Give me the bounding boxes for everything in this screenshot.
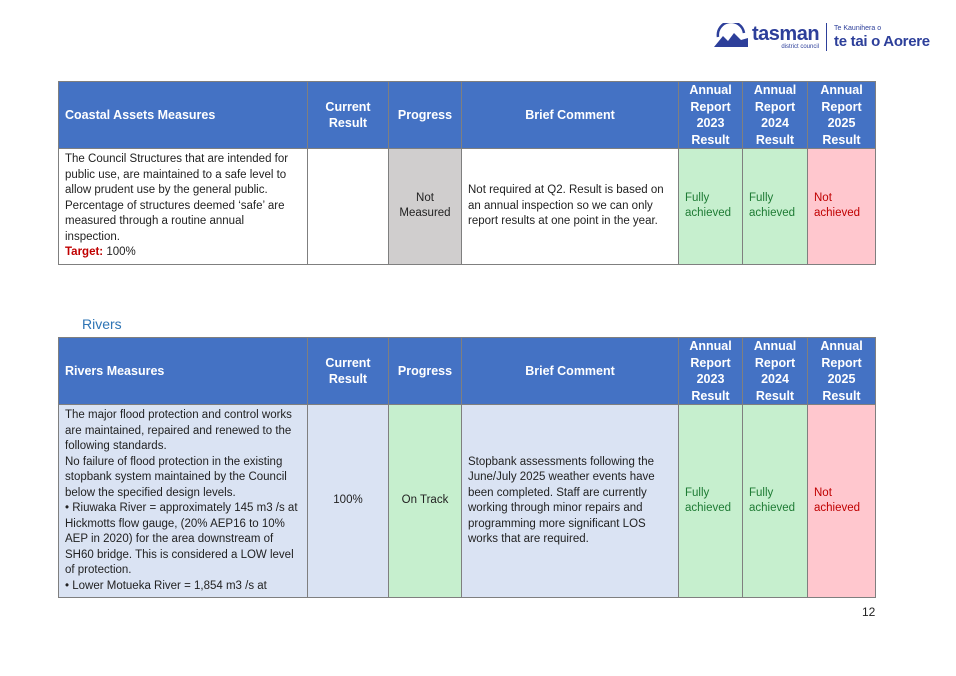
progress-status: On Track	[388, 404, 462, 598]
logo-sub: district council	[781, 43, 820, 50]
header-measures: Rivers Measures	[58, 337, 308, 405]
measure-cell: The major flood protection and control w…	[58, 404, 308, 598]
target-value: 100%	[103, 246, 136, 258]
header-comment: Brief Comment	[461, 81, 679, 149]
header-measures: Coastal Assets Measures	[58, 81, 308, 149]
measure-cell: The Council Structures that are intended…	[58, 148, 308, 265]
measure-text: The major flood protection and control w…	[65, 409, 292, 452]
header-current: Current Result	[307, 337, 389, 405]
header-ar2024: Annual Report 2024 Result	[742, 81, 808, 149]
ar2024-result: Fully achieved	[742, 404, 808, 598]
measure-text: The Council Structures that are intended…	[65, 153, 289, 243]
coastal-assets-table: Coastal Assets Measures Current Result P…	[58, 81, 876, 265]
ar2025-result: Not achieved	[807, 404, 876, 598]
current-result	[307, 148, 389, 265]
header-ar2025: Annual Report 2025 Result	[807, 337, 876, 405]
logo-maori-block: Te Kaunihera o te tai o Aorere	[834, 25, 930, 50]
ar2023-result: Fully achieved	[678, 404, 743, 598]
header-ar2024: Annual Report 2024 Result	[742, 337, 808, 405]
measure-text: No failure of flood protection in the ex…	[65, 455, 287, 499]
ar2024-result: Fully achieved	[742, 148, 808, 265]
page-number: 12	[862, 605, 876, 619]
section-title-rivers: Rivers	[82, 316, 122, 332]
logo-maori: te tai o Aorere	[834, 32, 930, 50]
ar2023-result: Fully achieved	[678, 148, 743, 265]
progress-status: Not Measured	[388, 148, 462, 265]
brief-comment: Stopbank assessments following the June/…	[461, 404, 679, 598]
mountain-logo-icon	[714, 23, 748, 47]
header-ar2025: Annual Report 2025 Result	[807, 81, 876, 149]
brief-comment: Not required at Q2. Result is based on a…	[461, 148, 679, 265]
logo-name-block: tasman district council	[752, 22, 820, 51]
target-label: Target:	[65, 246, 104, 258]
header-ar2023: Annual Report 2023 Result	[678, 81, 743, 149]
measure-bullet: • Lower Motueka River = 1,854 m3 /s at	[65, 579, 267, 592]
logo-maori-small: Te Kaunihera o	[834, 24, 882, 32]
current-result: 100%	[307, 404, 389, 598]
header-progress: Progress	[388, 337, 462, 405]
ar2025-result: Not achieved	[807, 148, 876, 265]
logo-divider	[826, 23, 828, 51]
tasman-logo: tasman district council Te Kaunihera o t…	[714, 20, 930, 54]
table-row: The major flood protection and control w…	[58, 404, 876, 598]
measure-bullet: • Riuwaka River = approximately 145 m3 /…	[65, 502, 298, 576]
header-current: Current Result	[307, 81, 389, 149]
rivers-table: Rivers Measures Current Result Progress …	[58, 337, 876, 598]
logo-name: tasman	[752, 22, 820, 45]
header-ar2023: Annual Report 2023 Result	[678, 337, 743, 405]
header-comment: Brief Comment	[461, 337, 679, 405]
table-row: The Council Structures that are intended…	[58, 148, 876, 265]
header-progress: Progress	[388, 81, 462, 149]
